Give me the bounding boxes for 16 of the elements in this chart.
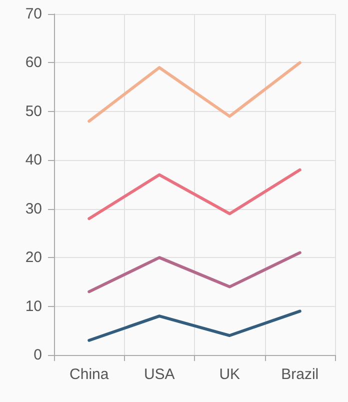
line-series: [88, 251, 302, 294]
y-tick-label: 40: [25, 152, 42, 169]
y-tick-label: 60: [25, 54, 42, 72]
x-tick-label: China: [70, 366, 110, 383]
line-series: [88, 61, 302, 123]
y-tick-label: 0: [34, 346, 42, 364]
line-series: [88, 168, 302, 220]
x-tick-label: UK: [219, 366, 240, 383]
y-tick-label: 50: [25, 102, 42, 120]
x-tick-label: USA: [144, 366, 175, 383]
y-tick-label: 20: [25, 249, 42, 266]
x-tick-label: Brazil: [281, 366, 319, 383]
y-tick-label: 10: [25, 298, 42, 315]
y-tick-label: 70: [25, 6, 42, 22]
line-series: [88, 310, 302, 342]
y-tick-label: 30: [25, 200, 42, 218]
